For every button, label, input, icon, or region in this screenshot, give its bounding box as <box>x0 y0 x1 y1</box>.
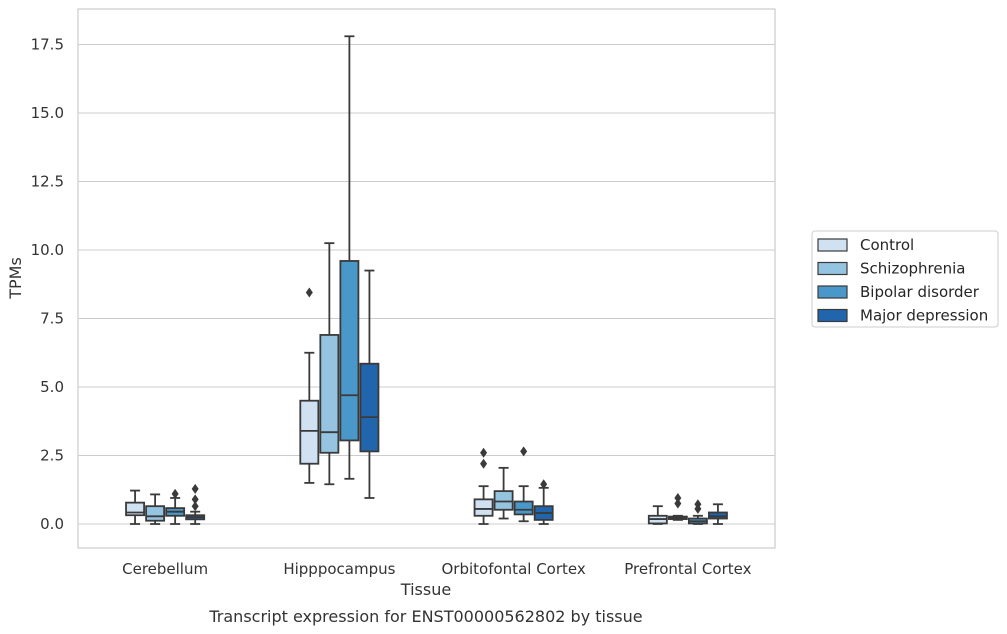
y-tick-label: 12.5 <box>31 173 64 191</box>
y-tick-label: 10.0 <box>31 241 64 259</box>
plot-area <box>125 35 728 525</box>
legend-swatch <box>817 285 848 299</box>
legend-swatch <box>817 238 848 252</box>
series-group <box>125 287 668 525</box>
outlier-point <box>191 494 199 505</box>
y-tick-label: 7.5 <box>40 310 64 328</box>
x-axis-label: Tissue <box>400 580 451 599</box>
x-tick-label: Cerebellum <box>122 560 208 578</box>
plot-frame <box>77 8 776 549</box>
legend-label: Bipolar disorder <box>860 283 980 301</box>
series-group <box>185 269 728 525</box>
box <box>513 500 534 516</box>
outlier-point <box>305 287 313 298</box>
outlier-point <box>674 492 682 503</box>
outlier-point <box>480 458 488 469</box>
legend: Control Schizophrenia Bipolar disorder Majo… <box>811 230 999 328</box>
legend-frame <box>811 230 999 328</box>
box <box>319 334 340 454</box>
legend-label: Control <box>860 236 914 254</box>
legend-label: Major depression <box>860 307 988 325</box>
y-tick-label: 0.0 <box>40 515 64 533</box>
outlier-point <box>191 483 199 494</box>
outlier-point <box>520 446 528 457</box>
outlier-point <box>171 488 179 499</box>
y-axis-label: TPMs <box>6 257 25 300</box>
box <box>493 490 514 511</box>
y-tick-label: 2.5 <box>40 447 64 465</box>
y-tick-label: 15.0 <box>31 104 64 122</box>
outlier-point <box>694 499 702 510</box>
series-group <box>165 35 708 525</box>
x-tick-labels: Cerebellum Hipppocampus Orbitofontal Corte… <box>122 560 751 578</box>
outlier-point <box>674 498 682 509</box>
legend-swatch <box>817 308 848 323</box>
box <box>145 505 166 522</box>
outlier-point <box>191 501 199 512</box>
box <box>339 260 360 442</box>
y-tick-labels: 0.0 2.5 5.0 7.5 10.0 12.5 15.0 17.5 <box>31 36 64 534</box>
box <box>473 498 494 517</box>
legend-label: Schizophrenia <box>860 260 965 278</box>
chart-caption: Transcript expression for ENST0000056280… <box>208 607 642 626</box>
y-tick-label: 5.0 <box>40 378 64 396</box>
outlier-point <box>480 447 488 458</box>
series-group <box>145 242 688 525</box>
box <box>359 362 380 453</box>
x-tick-label: Hipppocampus <box>283 560 395 578</box>
legend-swatch <box>817 261 848 276</box>
x-tick-label: Prefrontal Cortex <box>624 560 751 578</box>
x-tick-label: Orbitofontal Cortex <box>442 560 586 578</box>
box <box>299 399 320 465</box>
outlier-point <box>540 479 548 490</box>
y-tick-label: 17.5 <box>31 36 64 54</box>
